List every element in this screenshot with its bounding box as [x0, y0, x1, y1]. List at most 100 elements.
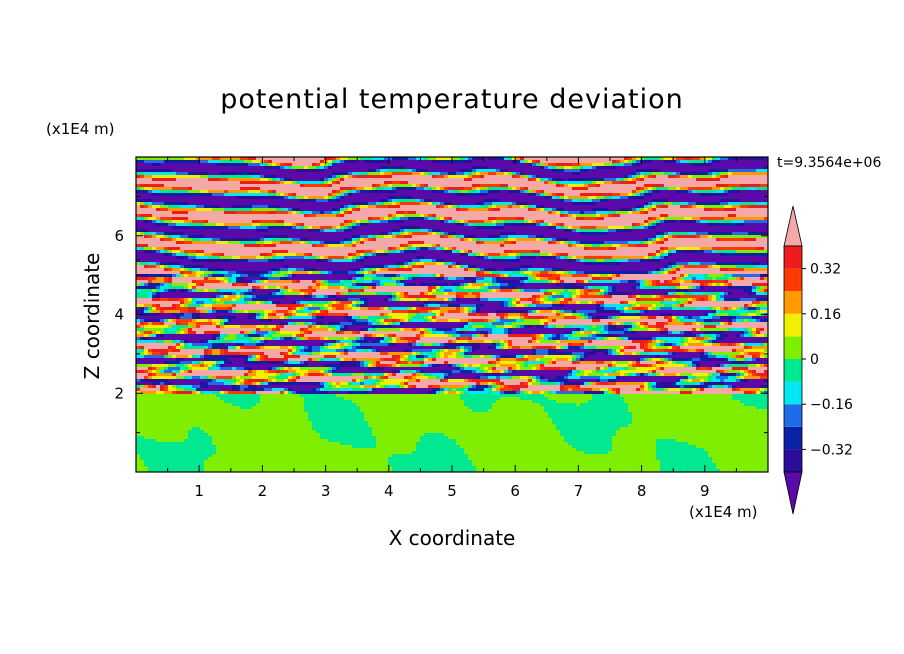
contour-cell	[476, 163, 481, 167]
contour-cell	[436, 160, 441, 164]
contour-cell	[292, 169, 297, 173]
contour-cell	[528, 163, 533, 167]
contour-cell	[188, 160, 193, 164]
contour-cell	[516, 166, 521, 170]
contour-cell	[560, 160, 565, 164]
contour-cell	[648, 160, 653, 164]
contour-cell	[644, 166, 649, 170]
contour-cell	[260, 169, 265, 173]
contour-cell	[352, 157, 357, 161]
contour-cell	[244, 166, 249, 170]
contour-cell	[720, 157, 725, 161]
contour-cell	[184, 163, 189, 167]
contour-cell	[352, 163, 357, 167]
contour-cell	[716, 157, 721, 161]
contour-cell	[196, 169, 201, 173]
contour-cell	[600, 157, 605, 161]
contour-cell	[668, 157, 673, 161]
contour-cell	[160, 157, 165, 161]
contour-cell	[348, 157, 353, 161]
contour-cell	[680, 160, 685, 164]
contour-cell	[736, 163, 741, 167]
contour-cell	[404, 157, 409, 161]
contour-cell	[340, 160, 345, 164]
contour-cell	[680, 157, 685, 161]
contour-cell	[560, 166, 565, 170]
contour-cell	[216, 163, 221, 167]
contour-cell	[400, 166, 405, 170]
contour-cell	[472, 166, 477, 170]
contour-cell	[424, 163, 429, 167]
contour-cell	[460, 166, 465, 170]
contour-cell	[220, 163, 225, 167]
contour-cell	[600, 160, 605, 164]
contour-cell	[688, 166, 693, 170]
contour-cell	[708, 157, 713, 161]
contour-cell	[288, 163, 293, 167]
contour-cell	[344, 157, 349, 161]
contour-cell	[564, 160, 569, 164]
contour-cell	[688, 160, 693, 164]
contour-cell	[316, 163, 321, 167]
contour-cell	[408, 166, 413, 170]
contour-cell	[372, 166, 377, 170]
contour-cell	[572, 166, 577, 170]
contour-cell	[676, 160, 681, 164]
contour-cell	[636, 163, 641, 167]
contour-cell	[708, 166, 713, 170]
contour-cell	[256, 166, 261, 170]
contour-cell	[764, 163, 768, 167]
contour-cell	[368, 160, 373, 164]
contour-cell	[384, 163, 389, 167]
contour-cell	[556, 160, 561, 164]
contour-cell	[696, 157, 701, 161]
contour-cell	[536, 166, 541, 170]
contour-cell	[728, 157, 733, 161]
contour-cell	[184, 160, 189, 164]
contour-cell	[388, 157, 393, 161]
contour-cell	[624, 157, 629, 161]
contour-cell	[244, 169, 249, 173]
contour-cell	[324, 166, 329, 170]
contour-cell	[392, 169, 397, 173]
contour-cell	[192, 169, 197, 173]
contour-cell	[448, 157, 453, 161]
contour-cell	[616, 166, 621, 170]
contour-cell	[584, 166, 589, 170]
contour-cell	[308, 157, 313, 161]
contour-cell	[188, 163, 193, 167]
contour-cell	[636, 160, 641, 164]
contour-cell	[552, 163, 557, 167]
contour-cell	[452, 163, 457, 167]
contour-cell	[304, 169, 309, 173]
contour-cell	[256, 157, 261, 161]
contour-cell	[184, 166, 189, 170]
contour-cell	[736, 157, 741, 161]
contour-cell	[156, 166, 161, 170]
contour-cell	[148, 157, 153, 161]
contour-cell	[340, 166, 345, 170]
contour-cell	[408, 160, 413, 164]
contour-cell	[756, 157, 761, 161]
contour-cell	[568, 163, 573, 167]
contour-cell	[192, 160, 197, 164]
contour-cell	[232, 166, 237, 170]
contour-cell	[584, 160, 589, 164]
contour-cell	[448, 169, 453, 173]
contour-cell	[664, 157, 669, 161]
contour-cell	[180, 163, 185, 167]
contour-cell	[188, 169, 193, 173]
contour-cell	[292, 163, 297, 167]
contour-cell	[560, 157, 565, 161]
contour-cell	[416, 166, 421, 170]
contour-cell	[168, 169, 173, 173]
contour-cell	[360, 166, 365, 170]
contour-cell	[400, 169, 405, 173]
contour-cell	[232, 169, 237, 173]
contour-cell	[512, 163, 517, 167]
contour-cell	[520, 166, 525, 170]
contour-cell	[432, 169, 437, 173]
y-axis-unit: (x1E4 m)	[46, 120, 115, 138]
contour-cell	[204, 160, 209, 164]
